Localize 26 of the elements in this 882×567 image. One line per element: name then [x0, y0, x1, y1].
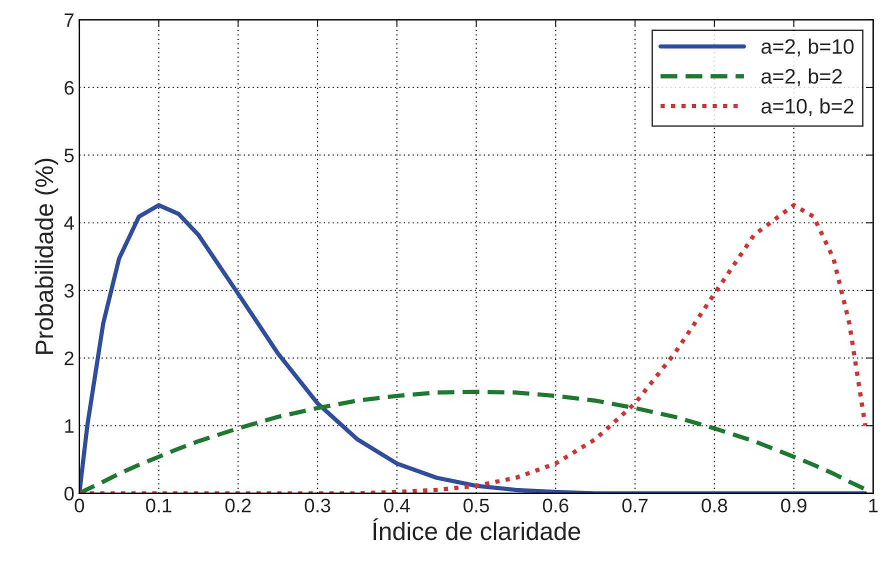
x-tick-label: 0.3: [304, 498, 330, 512]
y-tick-label: 6: [64, 80, 74, 95]
y-tick-label: 7: [64, 14, 74, 27]
x-tick-label: 0.1: [146, 498, 172, 512]
x-axis-title: Índice de claridade: [373, 518, 580, 540]
x-tick-label: 0.4: [384, 498, 410, 512]
line-series: [79, 390, 868, 494]
x-tick-label: 0.6: [542, 498, 568, 512]
y-tick-label: 3: [64, 284, 74, 298]
legend-label: a=2, b=10: [761, 38, 854, 56]
y-axis-title: Probabilidade (%): [34, 158, 58, 354]
x-tick-label: 0.2: [225, 498, 251, 512]
y-tick-label: 5: [64, 148, 74, 162]
x-tick-label: 0: [74, 498, 84, 512]
x-tick-label: 0.9: [781, 498, 806, 512]
line-series: [79, 203, 868, 494]
x-tick-label: 0.5: [464, 498, 489, 512]
legend-label: a=2, b=2: [761, 68, 842, 86]
y-tick-label: 0: [64, 486, 74, 501]
legend-label: a=10, b=2: [761, 98, 854, 116]
x-tick-label: 0.7: [622, 498, 648, 512]
y-tick-label: 1: [65, 419, 74, 433]
x-tick-label: 1: [869, 498, 878, 512]
x-tick-label: 0.8: [702, 498, 728, 512]
y-tick-label: 4: [64, 216, 74, 230]
y-tick-label: 2: [64, 351, 74, 366]
